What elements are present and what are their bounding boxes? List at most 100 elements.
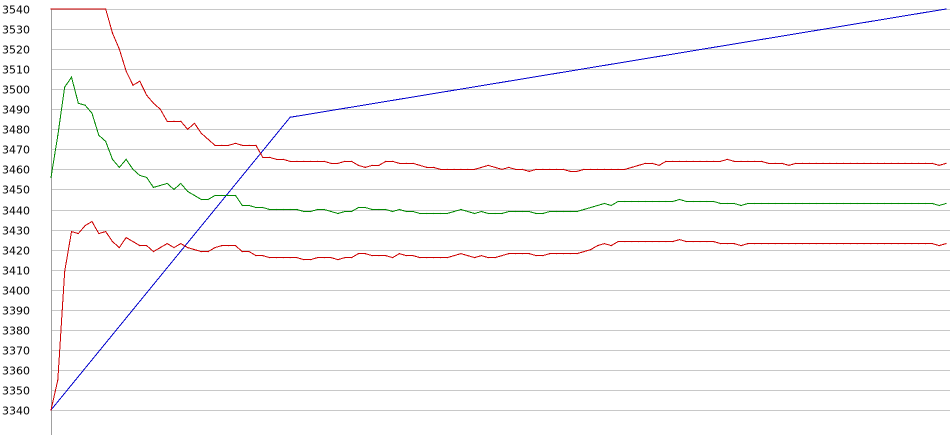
series-4-point	[98, 232, 100, 235]
y-tick-label: 3390	[2, 305, 30, 318]
series-2-point	[398, 162, 401, 164]
series-2-point	[323, 160, 325, 162]
series-4-point	[460, 253, 462, 255]
series-4-point	[521, 253, 524, 255]
y-tick-label: 3500	[2, 84, 30, 97]
y-tick-label: 3450	[2, 184, 30, 197]
series-4-point	[767, 242, 769, 245]
y-tick-label: 3460	[2, 164, 30, 177]
series-3-point	[207, 198, 209, 201]
series-4-point	[555, 253, 558, 255]
y-tick-label: 3530	[2, 24, 30, 37]
series-2-point	[754, 160, 756, 162]
series-2-point	[603, 168, 606, 170]
series-2-point	[473, 168, 476, 170]
series-2-point	[651, 162, 653, 164]
series-2-point	[829, 162, 831, 164]
series-2-point	[139, 80, 141, 82]
series-3-point	[57, 134, 59, 136]
series-2-point	[146, 94, 148, 96]
series-4-point	[815, 242, 817, 245]
series-4-point	[214, 246, 216, 249]
series-4-point	[139, 244, 141, 247]
y-tick-label: 3350	[2, 385, 30, 398]
series-2-point	[699, 160, 701, 162]
series-3-point	[378, 208, 380, 211]
series-3-point	[146, 176, 148, 179]
y-tick-labels: 3540 3530 3520 3510 3500 3490 3480 3470 3460 3450…	[2, 4, 30, 418]
series-3-point	[603, 202, 606, 205]
series-2-line	[51, 8, 947, 172]
series-4-point	[617, 240, 619, 243]
series-3-point	[740, 204, 742, 207]
series-3-point	[508, 210, 510, 213]
series-2-point	[125, 70, 127, 72]
series-4-point	[726, 242, 728, 245]
series-2-point	[234, 142, 237, 144]
series-4-point	[651, 240, 653, 243]
series-2-point	[303, 160, 305, 162]
series-4-point	[808, 242, 810, 245]
series-4-point	[870, 242, 872, 245]
series-4-point	[337, 259, 339, 261]
series-3-point	[241, 204, 243, 207]
series-3-point	[494, 212, 496, 215]
series-4-point	[924, 242, 927, 245]
series-3-point	[815, 202, 817, 205]
series-4-point	[795, 242, 797, 245]
series-4-point	[603, 242, 606, 245]
series-2-point	[562, 168, 565, 170]
series-4-point	[118, 246, 120, 249]
series-4-point	[105, 230, 107, 233]
series-3-point	[651, 200, 653, 203]
series-2-point	[316, 160, 319, 162]
series-3-point	[84, 104, 86, 106]
series-2-point	[152, 102, 155, 104]
series-2-point	[897, 162, 899, 164]
series-3-point	[323, 208, 325, 211]
series-4-point	[50, 409, 52, 411]
series-2-point	[508, 166, 510, 168]
series-4-point	[77, 232, 79, 235]
series-2-point	[344, 160, 346, 162]
series-4-point	[480, 255, 483, 257]
series-3-point	[392, 210, 394, 213]
series-3-point	[139, 174, 141, 177]
series-2-point	[501, 168, 503, 170]
series-4-point	[310, 259, 312, 261]
series-4-point	[774, 242, 776, 245]
series-2-point	[228, 144, 230, 146]
series-2-point	[193, 122, 196, 124]
series-3-point	[111, 158, 114, 160]
series-4-point	[535, 255, 537, 257]
series-3-point	[719, 202, 722, 205]
y-tick-label: 3470	[2, 144, 30, 157]
series-3-point	[214, 194, 216, 197]
series-3-point	[98, 134, 100, 136]
series-3-point	[337, 212, 339, 215]
series-2-point	[180, 120, 182, 122]
series-2-point	[555, 168, 558, 170]
series-4-point	[685, 240, 687, 243]
series-4-point	[692, 240, 694, 243]
series-2-point	[569, 170, 571, 173]
series-4-point	[351, 257, 353, 259]
series-4-point	[166, 242, 168, 245]
series-3-point	[200, 198, 202, 201]
series-4-point	[890, 242, 892, 245]
y-tick-label: 3430	[2, 225, 30, 238]
series-2-point	[637, 164, 640, 166]
series-3-point	[357, 206, 360, 209]
series-4-point	[70, 230, 73, 233]
series-2-point	[849, 162, 851, 164]
series-3-point	[849, 202, 851, 205]
series-2-point	[863, 162, 865, 164]
series-2-point	[214, 144, 216, 146]
series-3-point	[610, 204, 612, 207]
series-4-point	[911, 242, 913, 245]
series-2-point	[815, 162, 817, 164]
series-3-point	[419, 212, 421, 215]
series-4-point	[658, 240, 660, 243]
series-3-point	[801, 202, 804, 205]
